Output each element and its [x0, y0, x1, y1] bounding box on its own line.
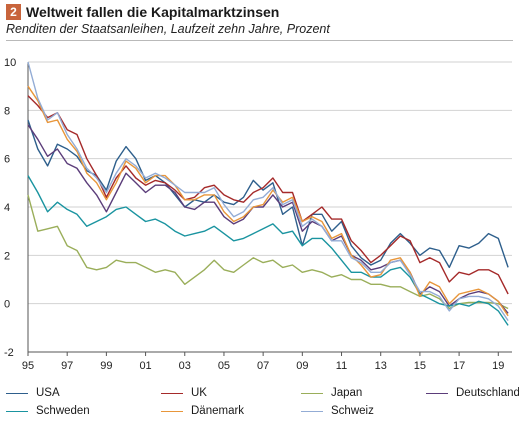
legend-label: USA	[36, 387, 60, 399]
legend-item: Schweiz	[301, 403, 374, 419]
y-tick-label: 2	[4, 250, 10, 262]
legend-label: Japan	[331, 387, 363, 399]
y-tick-label: 4	[4, 202, 10, 214]
y-tick-label: -2	[4, 347, 14, 359]
legend-item: USA	[6, 385, 60, 401]
legend-swatch	[161, 392, 183, 394]
series-line-uk	[27, 95, 509, 295]
legend-label: Dänemark	[191, 405, 245, 417]
series-line-dänemark	[27, 85, 509, 317]
legend-label: UK	[191, 387, 207, 399]
series-line-usa	[27, 119, 509, 269]
x-tick-label: 97	[61, 360, 73, 372]
x-tick-label: 99	[100, 360, 112, 372]
legend-item: UK	[161, 385, 207, 401]
y-tick-label: 8	[4, 105, 10, 117]
series-line-japan	[27, 194, 509, 310]
x-tick-label: 11	[336, 360, 347, 372]
legend-swatch	[6, 392, 28, 394]
chart-header: 2 Weltweit fallen die Kapitalmarktzinsen	[6, 3, 279, 21]
legend-item: Deutschland	[426, 385, 519, 401]
figure-number-badge: 2	[6, 4, 21, 20]
chart-title: Weltweit fallen die Kapitalmarktzinsen	[26, 4, 280, 20]
x-tick-label: 17	[453, 360, 465, 372]
legend-swatch	[161, 410, 183, 412]
legend-item: Dänemark	[161, 403, 244, 419]
x-tick-label: 19	[492, 360, 504, 372]
legend-swatch	[426, 392, 448, 394]
legend-swatch	[301, 410, 323, 412]
legend-label: Deutschland	[456, 387, 519, 399]
series-line-deutschland	[27, 124, 509, 314]
x-tick-label: 05	[218, 360, 230, 372]
legend-item: Japan	[301, 385, 362, 401]
x-tick-label: 09	[296, 360, 308, 372]
y-tick-label: 0	[4, 299, 10, 311]
x-tick-label: 15	[414, 360, 426, 372]
x-tick-label: 07	[257, 360, 269, 372]
legend-item: Schweden	[6, 403, 90, 419]
legend-swatch	[6, 410, 28, 412]
series-line-schweden	[27, 175, 509, 326]
chart-legend: USA UK Japan Deutschland Schweden Dänemark Sch…	[6, 385, 519, 421]
y-tick-label: 6	[4, 154, 10, 166]
legend-swatch	[301, 392, 323, 394]
x-tick-label: 95	[22, 360, 34, 372]
series-line-schweiz	[27, 61, 509, 321]
x-tick-label: 03	[179, 360, 191, 372]
legend-label: Schweden	[36, 405, 90, 417]
x-tick-label: 01	[139, 360, 151, 372]
chart-subtitle: Renditen der Staatsanleihen, Laufzeit ze…	[6, 22, 330, 36]
header-divider	[6, 40, 513, 41]
y-tick-label: 10	[4, 57, 16, 69]
legend-label: Schweiz	[331, 405, 374, 417]
x-tick-label: 13	[375, 360, 387, 372]
